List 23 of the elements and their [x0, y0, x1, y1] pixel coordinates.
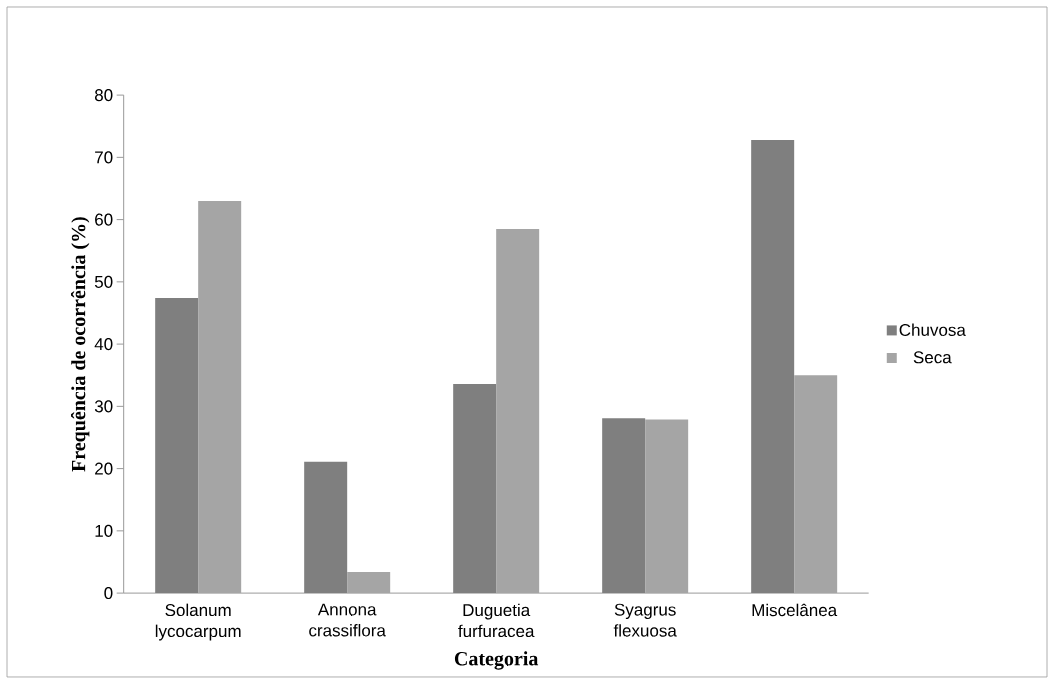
y-tick-label: 80: [94, 89, 113, 102]
x-tick-label: Miscelânea: [752, 603, 838, 617]
bar: [304, 461, 348, 594]
y-tick-label: 10: [95, 524, 113, 537]
x-tick-label: Annona crassiflora: [309, 603, 386, 637]
x-axis-title: Categoria: [454, 651, 539, 670]
x-tick-label: Duguetia furfuracea: [458, 603, 535, 638]
bar: [751, 139, 795, 594]
y-tick-label: 20: [95, 462, 113, 475]
x-tick-label: Solanum lycocarpum: [155, 603, 241, 641]
y-tick-label: 70: [95, 151, 113, 164]
legend-label: Seca: [913, 351, 952, 364]
y-tick-label: 0: [104, 587, 113, 600]
y-tick-label: 60: [95, 213, 113, 226]
bar: [453, 383, 497, 594]
bar: [602, 418, 646, 594]
y-tick-label: 40: [94, 338, 113, 351]
y-axis-title: Frequência de ocorrência (%): [71, 217, 90, 472]
y-tick-label: 30: [94, 400, 113, 413]
bar: [155, 298, 199, 594]
x-tick-label: Syagrus flexuosa: [613, 603, 677, 637]
y-tick-label: 50: [94, 275, 113, 288]
legend-label: Chuvosa: [899, 323, 966, 336]
